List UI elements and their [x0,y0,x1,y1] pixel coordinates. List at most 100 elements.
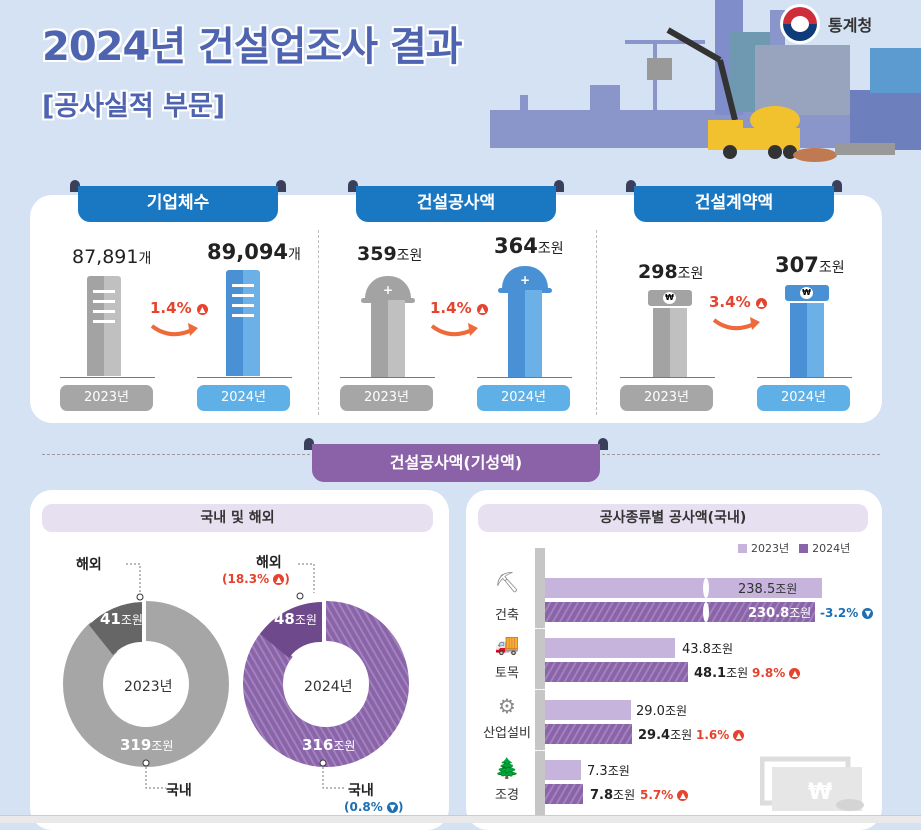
baseline [477,377,572,378]
company-count-2024: 89,094개 [207,240,301,264]
baseline [197,377,292,378]
row-separator [535,689,545,690]
down-arrow-icon: ▼ [386,802,398,813]
baseline [60,377,155,378]
pillar-2023 [653,308,687,377]
year-label-2024: 2024년 [757,385,850,411]
legend-2024: 2024년 [799,540,850,556]
value-2023: 238.5조원 [738,582,798,597]
curved-arrow-icon [150,323,198,337]
overseas-value-2023: 41조원 [100,610,143,628]
taegeuk-icon [780,4,820,44]
overseas-label-2023: 해외 [76,557,102,573]
category-label: 토목 [495,666,519,681]
domestic-label-2023: 국내 [166,783,192,799]
contract-amount-change: 3.4% ▲ [709,293,767,311]
value-2023: 43.8조원 [682,642,734,657]
section-title: 건설공사액(기성액) [304,438,608,482]
money-bill-icon-2024: ₩ [785,285,829,301]
divider [596,230,597,415]
contract-amount-2023: 298조원 [638,261,704,283]
up-arrow-icon: ▲ [755,298,767,309]
ribbon-contract-amount: 건설계약액 [626,180,842,222]
year-label-2023: 2023년 [620,385,713,411]
value-2024: 29.4조원 [638,728,693,743]
up-arrow-icon: ▲ [196,304,208,315]
domestic-overseas-header: 국내 및 해외 [42,504,433,532]
donut-chart-2024 [243,601,409,767]
change-value: 1.6% ▲ [696,728,745,742]
axis-break [703,578,709,598]
change-value: -3.2% ▼ [820,606,874,620]
change-value: 9.8% ▲ [752,666,801,680]
domestic-change-2024: (0.8% ▼) [344,800,404,814]
donut-chart-2023 [63,601,229,767]
year-label-2023: 2023년 [60,385,153,411]
overseas-label-2024: 해외 [256,555,282,571]
company-count-change: 1.4% ▲ [150,299,208,317]
construction-amount-2023: 359조원 [357,243,423,265]
row-separator [535,750,545,751]
overseas-value-2024: 48조원 [274,610,317,628]
change-value: 5.7% ▲ [640,788,689,802]
axis-break [703,602,709,622]
year-label-2024: 2024년 [197,385,290,411]
ribbon-construction-amount: 건설공사액 [348,180,564,222]
summary-panel [30,195,882,423]
domestic-label-2024: 국내 [348,783,374,799]
overseas-change-2024: (18.3% ▲) [222,572,290,586]
baseline [340,377,435,378]
value-2024: 48.1조원 [694,666,749,681]
category-label: 건축 [495,608,519,623]
construction-amount-2024: 364조원 [494,234,564,258]
domestic-value-2024: 316조원 [302,736,356,754]
up-arrow-icon: ▲ [789,668,801,679]
bar-2024 [545,602,815,622]
bar-2024 [545,784,583,804]
up-arrow-icon: ▲ [677,790,689,801]
bar-2023 [545,638,675,658]
pillar-2023 [371,300,405,377]
building-icon-2024 [226,270,260,376]
donut-year-2023: 2023년 [124,679,173,695]
money-decoration-icon: ₩ [760,756,864,811]
bar-2024 [545,662,688,682]
curved-arrow-icon [712,317,760,331]
value-2023: 29.0조원 [636,704,688,719]
ribbon-company-count: 기업체수 [70,180,286,222]
agency-logo: 통계청 [780,4,872,44]
legend-2023: 2023년 [738,540,789,556]
pillar-2024 [790,303,824,377]
construction-skyline-illustration [490,0,921,162]
construction-amount-change: 1.4% ▲ [430,299,488,317]
page-bottom-edge [0,815,921,823]
bar-2024 [545,724,632,744]
up-arrow-icon: ▲ [733,730,745,741]
trees-icon: 🌲 [494,756,520,780]
curved-arrow-icon [430,323,478,337]
donut-year-2024: 2024년 [304,679,353,695]
up-arrow-icon: ▲ [476,304,488,315]
domestic-value-2023: 319조원 [120,736,174,754]
year-label-2024: 2024년 [477,385,570,411]
chart-axis [535,548,545,823]
svg-text:₩: ₩ [808,780,832,805]
contract-amount-2024: 307조원 [775,253,845,277]
company-count-2023: 87,891개 [72,246,152,268]
by-type-header: 공사종류별 공사액(국내) [478,504,868,532]
value-2023: 7.3조원 [587,764,630,779]
value-2024: 230.8조원 [748,606,812,621]
up-arrow-icon: ▲ [273,574,285,585]
down-arrow-icon: ▼ [862,608,874,619]
chart-legend: 2023년 2024년 [738,540,850,556]
gears-icon: ⚙ [498,694,516,718]
mixer-truck-icon: 🚚 [494,632,520,656]
year-label-2023: 2023년 [340,385,433,411]
bar-2023 [545,578,822,598]
page-subtitle: [공사실적 부문] [42,91,226,122]
divider [318,230,319,415]
pillar-2024 [508,290,542,377]
building-icon-2023 [87,276,121,376]
bar-2023 [545,760,581,780]
baseline [620,377,715,378]
